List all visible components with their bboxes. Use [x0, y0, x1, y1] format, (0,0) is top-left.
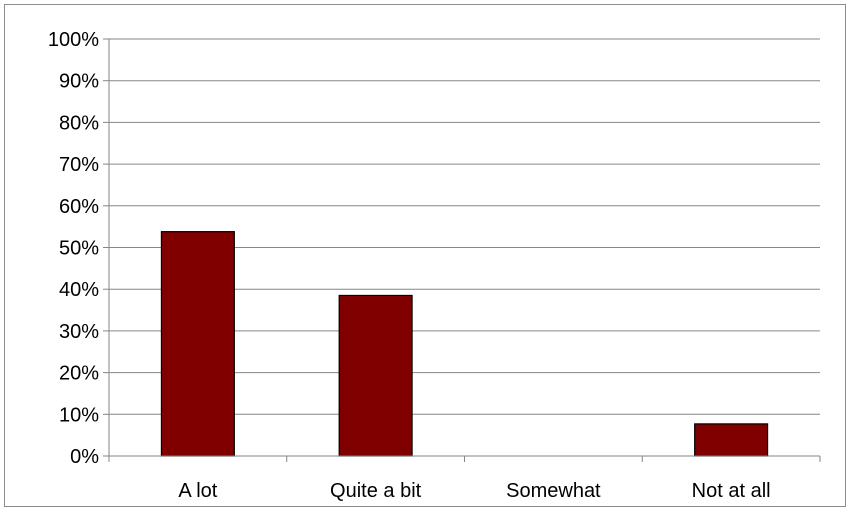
y-tick-label: 20% [59, 363, 99, 385]
y-tick-label: 40% [59, 279, 99, 301]
bar-chart: 0% 10% 20% 30% 40% 50% 60% 70% 80% 90% 100% A lot Qu… [48, 29, 821, 502]
y-tick-label: 70% [59, 154, 99, 176]
y-tick-label: 60% [59, 196, 99, 218]
y-tick-label: 50% [59, 238, 99, 260]
y-tick-label: 100% [48, 29, 99, 51]
y-tick-label: 30% [59, 321, 99, 343]
y-tick-label: 80% [59, 112, 99, 134]
tick-labels: 0% 10% 20% 30% 40% 50% 60% 70% 80% 90% 100% A lot Qu… [48, 29, 771, 502]
y-tick-label: 10% [59, 404, 99, 426]
bar-not-at-all [694, 423, 769, 457]
x-tick-label: Quite a bit [330, 480, 422, 502]
x-tick-label: Somewhat [506, 480, 601, 502]
x-tick-label: Not at all [692, 480, 771, 502]
y-tick-label: 90% [59, 71, 99, 93]
bar-a-lot [160, 231, 235, 457]
y-tick-label: 0% [70, 446, 99, 468]
chart-frame: 0% 10% 20% 30% 40% 50% 60% 70% 80% 90% 100% A lot Qu… [4, 4, 846, 507]
bars [160, 231, 769, 457]
x-tick-label: A lot [178, 480, 217, 502]
bar-quite-a-bit [338, 294, 413, 457]
axes [103, 38, 821, 462]
